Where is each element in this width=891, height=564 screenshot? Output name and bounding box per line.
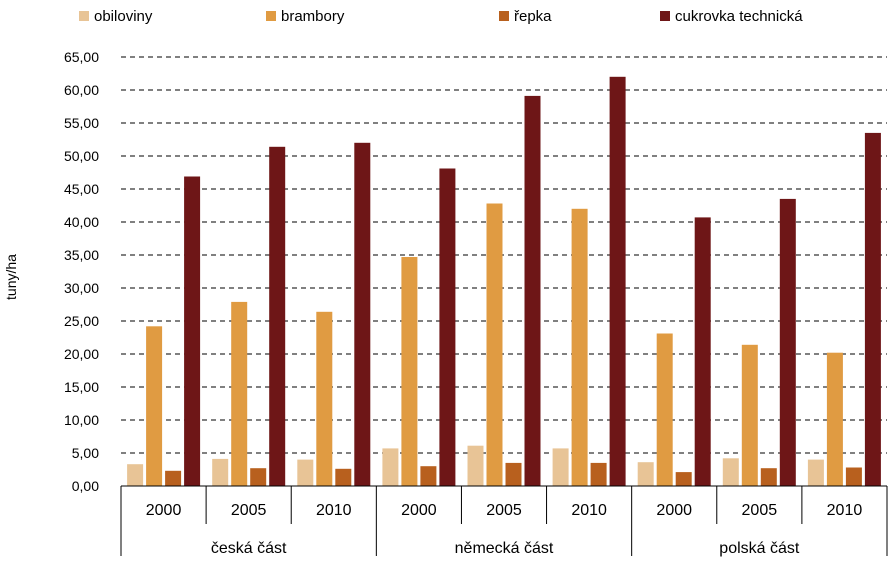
bar: [571, 208, 588, 487]
bars: [127, 76, 881, 487]
bar: [146, 326, 163, 486]
bar: [231, 301, 248, 486]
bar: [656, 333, 673, 486]
y-tick-label: 10,00: [64, 412, 99, 428]
bar: [165, 470, 182, 486]
y-tick-label: 65,00: [64, 49, 99, 65]
bar: [486, 203, 503, 486]
bar: [212, 458, 229, 486]
x-tick-label: 2005: [231, 502, 267, 519]
y-tick-label: 40,00: [64, 214, 99, 230]
legend-label: obiloviny: [94, 8, 153, 25]
legend: obiloviny brambory řepka cukrovka technická: [79, 8, 803, 25]
bar: [675, 472, 692, 486]
x-tick-label: 2000: [146, 502, 182, 519]
bar: [694, 217, 711, 486]
y-tick-label: 35,00: [64, 247, 99, 263]
bar: [420, 466, 437, 486]
bar: [439, 168, 456, 486]
y-tick-label: 20,00: [64, 346, 99, 362]
bar: [184, 176, 201, 486]
x-tick-label: 2010: [827, 502, 863, 519]
y-tick-label: 45,00: [64, 181, 99, 197]
bar: [297, 459, 314, 486]
bar: [335, 468, 352, 486]
x-tick-label: 2010: [316, 502, 352, 519]
x-group-label: polská část: [719, 540, 800, 557]
y-tick-label: 25,00: [64, 313, 99, 329]
bar: [316, 311, 333, 486]
y-tick-label: 0,00: [72, 478, 99, 494]
x-axis: 2000 2005 2010 2000 2005 2010 2000 2005 2010 česk…: [120, 485, 888, 557]
bar: [269, 146, 286, 487]
bar: [779, 198, 796, 486]
y-tick-label: 55,00: [64, 115, 99, 131]
gridlines: [121, 56, 887, 454]
y-tick-label: 15,00: [64, 379, 99, 395]
bar: [401, 257, 418, 486]
legend-label: řepka: [514, 8, 552, 25]
x-tick-label: 2010: [571, 502, 607, 519]
x-tick-label: 2005: [486, 502, 522, 519]
bar: [524, 95, 541, 487]
legend-swatch: [79, 11, 89, 21]
y-axis-tick-labels: 0,00 5,00 10,00 15,00 20,00 25,00 30,00 35,00 40…: [64, 49, 99, 494]
bar: [354, 142, 371, 487]
bar: [760, 468, 777, 486]
y-tick-label: 5,00: [72, 445, 99, 461]
bar: [609, 76, 626, 487]
bar: [552, 448, 569, 486]
x-group-label: německá část: [455, 540, 554, 557]
bar: [382, 448, 399, 486]
x-tick-label: 2000: [656, 502, 692, 519]
bar: [250, 468, 267, 486]
bar: [864, 132, 881, 486]
legend-label: cukrovka technická: [675, 8, 803, 25]
bar: [637, 462, 654, 486]
bar: [505, 462, 522, 486]
x-group-label: česká část: [211, 540, 287, 557]
legend-swatch: [499, 11, 509, 21]
bar: [845, 467, 862, 486]
legend-swatch: [266, 11, 276, 21]
bar: [807, 459, 824, 486]
legend-label: brambory: [281, 8, 345, 25]
x-tick-label: 2000: [401, 502, 437, 519]
x-tick-label: 2005: [742, 502, 778, 519]
bar: [467, 445, 484, 486]
bar: [826, 352, 843, 486]
legend-swatch: [660, 11, 670, 21]
y-tick-label: 60,00: [64, 82, 99, 98]
y-axis-label: tuny/ha: [3, 254, 19, 300]
bar: [127, 464, 144, 486]
bar: [722, 458, 739, 486]
bar: [590, 462, 607, 486]
bar: [741, 344, 758, 486]
y-tick-label: 30,00: [64, 280, 99, 296]
y-tick-label: 50,00: [64, 148, 99, 164]
